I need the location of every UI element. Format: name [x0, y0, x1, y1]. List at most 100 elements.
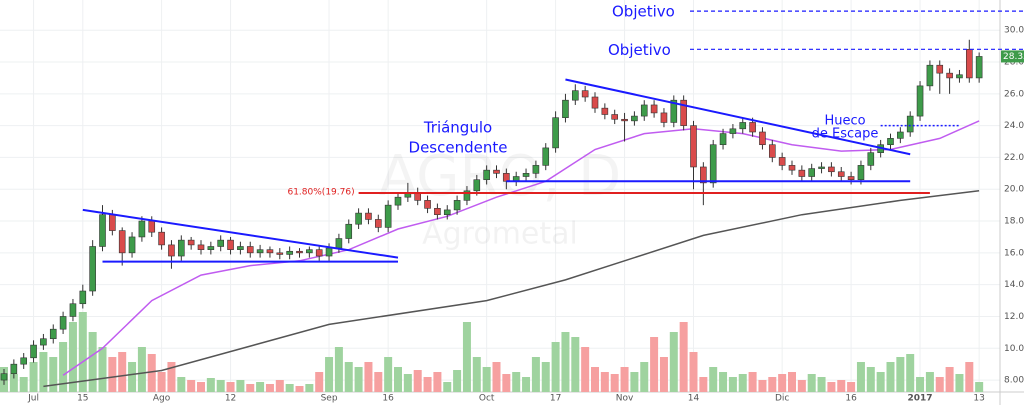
- candle-body: [158, 231, 165, 246]
- x-tick-label: 13: [973, 394, 984, 404]
- volume-bar: [955, 374, 964, 392]
- candle-body: [443, 209, 451, 215]
- x-tick-label: Oct: [479, 394, 495, 404]
- volume-bar: [581, 347, 590, 392]
- candle-body: [906, 115, 914, 133]
- volume-bar: [916, 377, 925, 392]
- volume-bar: [965, 362, 974, 392]
- volume-bar: [945, 367, 954, 392]
- candle-body: [562, 99, 569, 118]
- candle-body: [306, 249, 313, 254]
- y-tick-label: 14.00: [1004, 280, 1024, 290]
- pattern-label: Descendente: [409, 139, 508, 157]
- volume-bar: [334, 347, 343, 392]
- volume-bar: [541, 362, 550, 392]
- candle-body: [20, 357, 28, 365]
- volume-bar: [837, 380, 846, 392]
- y-tick-label: 8.00: [1004, 376, 1024, 386]
- volume-bar: [403, 374, 412, 392]
- volume-bar: [197, 382, 205, 392]
- x-tick-label: 15: [77, 394, 88, 404]
- candle-body: [867, 152, 875, 166]
- volume-bar: [797, 380, 806, 392]
- volume-bar: [462, 322, 471, 392]
- volume-bar: [265, 384, 274, 392]
- candle-body: [837, 171, 845, 177]
- volume-bar: [728, 377, 737, 392]
- candle-body: [601, 107, 609, 115]
- candle-body: [365, 212, 372, 220]
- volume-bar: [9, 374, 18, 392]
- volume-bar: [68, 322, 77, 392]
- volume-bar: [699, 377, 708, 392]
- candle-body: [266, 249, 274, 254]
- candle-body: [30, 344, 37, 359]
- y-tick-label: 30.00: [1004, 26, 1024, 36]
- candle-body: [246, 246, 254, 254]
- candle-body: [187, 239, 195, 246]
- candle-body: [207, 246, 215, 250]
- volume-bar: [856, 362, 865, 392]
- candle-body: [700, 166, 707, 184]
- candle-body: [660, 112, 668, 123]
- volume-bar: [394, 367, 402, 392]
- candle-body: [818, 166, 825, 169]
- volume-bar: [167, 362, 176, 392]
- candle-body: [394, 196, 402, 206]
- volume-bar: [738, 374, 747, 392]
- candle-body: [493, 169, 500, 174]
- candle-body: [237, 246, 244, 250]
- candle-body: [522, 173, 530, 177]
- volume-bar: [591, 367, 599, 392]
- y-tick-label: 12.00: [1004, 312, 1024, 322]
- volume-bar: [98, 347, 107, 392]
- volume-bar: [354, 367, 363, 392]
- candle-body: [424, 200, 431, 209]
- volume-bar: [285, 384, 294, 392]
- volume-bar: [226, 382, 235, 392]
- candle-body: [926, 64, 934, 87]
- volume-bar: [748, 372, 757, 392]
- volume-bar: [827, 382, 836, 392]
- candle-body: [611, 114, 619, 120]
- volume-bar: [896, 357, 905, 392]
- y-tick-label: 16.00: [1004, 248, 1024, 258]
- watermark: Agrometal: [422, 217, 578, 252]
- x-tick-label: Nov: [616, 394, 634, 404]
- volume-bar: [659, 357, 668, 392]
- candle-body: [571, 90, 579, 101]
- last-price-box: [1001, 50, 1024, 63]
- gap-label: Hueco: [824, 114, 865, 129]
- y-tick-label: 10.00: [1004, 344, 1024, 354]
- volume-bar: [886, 362, 895, 392]
- volume-bar: [817, 377, 826, 392]
- candle-body: [118, 230, 126, 254]
- volume-bar: [975, 382, 984, 392]
- volume-bar: [78, 312, 87, 392]
- volume-bar: [49, 357, 58, 392]
- candle-body: [168, 244, 175, 257]
- volume-bar: [325, 357, 334, 392]
- candle-body: [197, 244, 205, 250]
- candle-body: [40, 338, 47, 346]
- volume-bar: [492, 362, 501, 392]
- volume-bar: [620, 367, 629, 392]
- candle-body: [374, 219, 382, 228]
- target-label: Objetivo: [612, 3, 675, 21]
- candle-body: [975, 56, 983, 79]
- x-tick-label: Sep: [321, 394, 338, 404]
- volume-bar: [206, 378, 215, 392]
- candle-body: [916, 85, 924, 117]
- moving-average: [43, 190, 980, 388]
- volume-bar: [187, 380, 196, 392]
- candle-body: [384, 204, 392, 228]
- volume-bar: [413, 370, 422, 392]
- candle-body: [788, 165, 796, 171]
- volume-bar: [443, 382, 452, 392]
- candle-body: [670, 99, 678, 123]
- volume-bar: [275, 380, 284, 392]
- candle-body: [956, 74, 963, 79]
- candle-body: [217, 239, 224, 247]
- candle-body: [276, 252, 284, 255]
- gap-label: de Escape: [812, 127, 879, 142]
